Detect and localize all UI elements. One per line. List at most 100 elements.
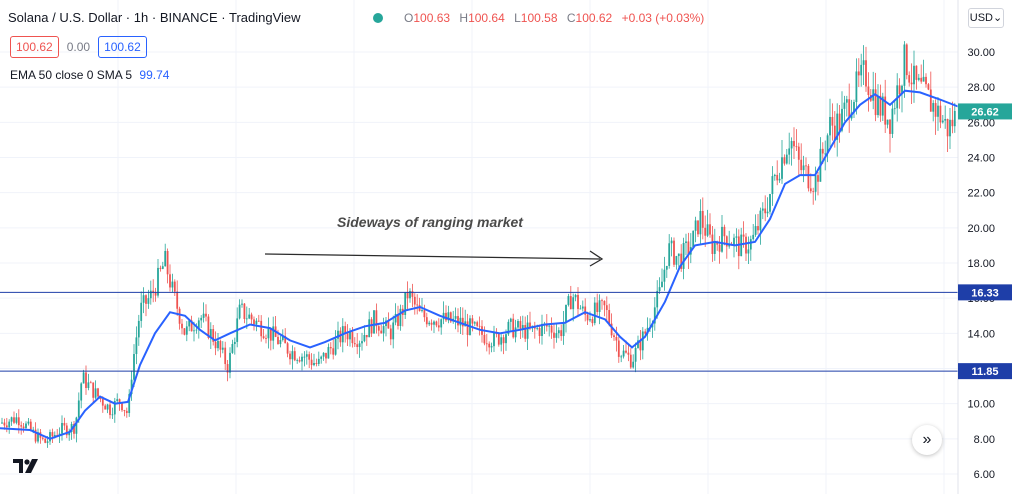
- candle-body: [555, 333, 558, 338]
- candle-body: [344, 326, 347, 334]
- candle-body: [627, 352, 630, 355]
- candle-body: [190, 320, 193, 332]
- candle-body: [205, 313, 207, 317]
- candle-body: [63, 422, 66, 426]
- candle-body: [603, 300, 606, 306]
- candle-body: [949, 119, 951, 137]
- candle-body: [1, 422, 3, 424]
- candle-body: [711, 234, 714, 254]
- candle-body: [440, 319, 443, 328]
- candle-body: [212, 329, 215, 342]
- scroll-to-realtime-button[interactable]: »: [912, 425, 942, 455]
- candle-body: [713, 241, 716, 254]
- candle-body: [29, 421, 32, 431]
- candle-body: [884, 96, 887, 125]
- candle-body: [735, 236, 738, 238]
- candle-body: [370, 319, 373, 334]
- candle-body: [207, 316, 210, 338]
- indicator-legend[interactable]: EMA 50 close 0 SMA 5 99.74: [10, 68, 169, 82]
- candle-body: [389, 328, 392, 340]
- candle-body: [776, 174, 779, 181]
- candle-body: [245, 318, 248, 320]
- price-tick-label: 6.00: [974, 469, 995, 481]
- candle-body: [255, 320, 258, 325]
- candle-body: [831, 116, 834, 126]
- candle-body: [317, 358, 320, 364]
- candle-body: [932, 103, 935, 112]
- candle-body: [277, 336, 279, 345]
- candle-body: [152, 290, 155, 293]
- candle-body: [608, 310, 611, 324]
- candle-body: [217, 340, 219, 349]
- annotation-arrow-group: Sideways of ranging market: [264, 214, 604, 267]
- candle-body: [267, 328, 270, 339]
- candle-body: [176, 291, 179, 309]
- candle-body: [303, 356, 306, 358]
- candle-body: [512, 318, 515, 338]
- candle-body: [368, 319, 371, 338]
- candle-body: [589, 319, 591, 321]
- interval[interactable]: 1h: [133, 10, 149, 25]
- currency-label: USD: [969, 12, 993, 24]
- candle-body: [387, 320, 390, 329]
- candle-body: [169, 274, 171, 288]
- candle-body: [764, 208, 767, 214]
- candle-body: [771, 176, 774, 195]
- candle-body: [346, 333, 349, 340]
- candle-body: [380, 330, 383, 334]
- symbol-name[interactable]: Solana / U.S. Dollar: [8, 10, 123, 25]
- candle-body: [507, 321, 510, 335]
- candle-body: [723, 226, 726, 237]
- candle-body: [32, 429, 35, 431]
- candle-body: [749, 239, 752, 250]
- price-label-tag: [958, 363, 1012, 380]
- candle-body: [485, 343, 488, 345]
- candle-body: [308, 354, 311, 360]
- price-label-text: 16.33: [971, 287, 999, 299]
- candle-body: [310, 359, 313, 366]
- candle-body: [584, 306, 587, 315]
- candle-body: [541, 323, 543, 336]
- low-value: 100.58: [520, 11, 558, 25]
- market-status-icon[interactable]: [373, 13, 383, 23]
- candle-body: [673, 240, 675, 265]
- sell-button[interactable]: 100.62: [10, 36, 59, 58]
- candle-body: [77, 400, 80, 418]
- candle-body: [193, 330, 195, 332]
- candle-body: [87, 382, 90, 389]
- candle-body: [829, 116, 831, 136]
- candle-body: [459, 317, 462, 326]
- buy-button[interactable]: 100.62: [98, 36, 147, 58]
- candle-body: [867, 86, 870, 96]
- candle-body: [375, 310, 378, 327]
- candle-body: [116, 399, 119, 402]
- candle-body: [898, 85, 901, 95]
- candle-body: [560, 330, 563, 337]
- candle-body: [135, 337, 138, 355]
- tradingview-logo-icon[interactable]: [12, 454, 40, 478]
- price-tick-label: 26.00: [967, 117, 995, 129]
- candle-body: [802, 165, 805, 171]
- candle-body: [951, 119, 954, 127]
- candle-body: [581, 306, 584, 309]
- candle-body: [358, 343, 361, 348]
- currency-selector[interactable]: USD⌄: [968, 8, 1004, 28]
- candle-body: [89, 382, 92, 384]
- candle-body: [471, 318, 474, 324]
- candle-body: [769, 194, 771, 212]
- candle-body: [709, 224, 711, 235]
- candle-body: [296, 360, 299, 361]
- candle-body: [670, 240, 673, 244]
- candle-body: [298, 360, 301, 362]
- candle-body: [449, 312, 452, 322]
- candle-body: [53, 434, 56, 437]
- candle-body: [529, 322, 531, 329]
- candle-body: [917, 77, 920, 80]
- candle-body: [901, 85, 903, 95]
- candle-body: [423, 310, 426, 318]
- high-value: 100.64: [468, 11, 505, 25]
- candle-body: [836, 113, 839, 140]
- candle-body: [265, 338, 267, 339]
- candle-body: [289, 353, 291, 360]
